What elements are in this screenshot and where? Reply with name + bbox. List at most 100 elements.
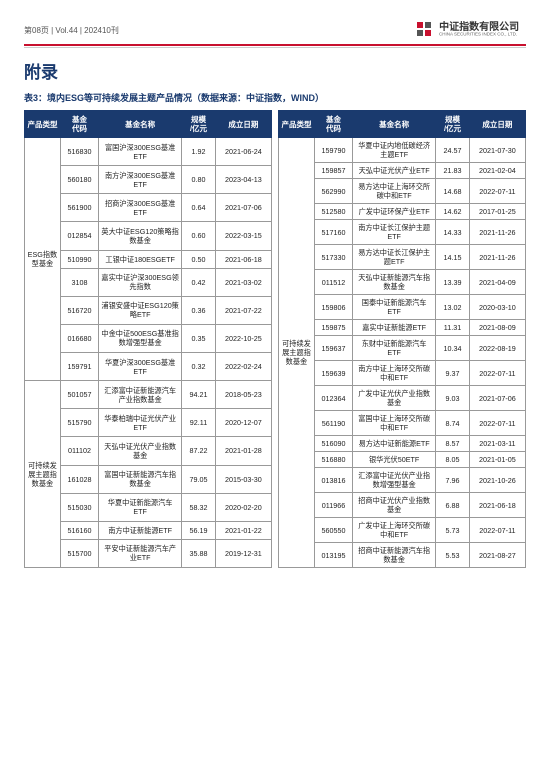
cell-date: 2015-03-30 xyxy=(215,465,271,493)
cell-code: 012364 xyxy=(314,386,352,411)
col-code: 基金代码 xyxy=(60,111,98,138)
table-row: 013816汇添富中证光伏产业指数增强型基金7.962021-10-26 xyxy=(279,468,526,493)
cell-date: 2021-08-09 xyxy=(469,320,525,336)
table-row: 可持续发展主题指数基金159790华夏中证内地低碳经济主题ETF24.57202… xyxy=(279,138,526,163)
table-row: 011102天弘中证光伏产业指数基金87.222021-01-28 xyxy=(25,437,272,465)
table-row: 159875嘉实中证新能源ETF11.312021-08-09 xyxy=(279,320,526,336)
cell-code: 515700 xyxy=(60,539,98,567)
cell-size: 21.83 xyxy=(436,163,470,179)
table-row: 012364广发中证光伏产业指数基金9.032021-07-06 xyxy=(279,386,526,411)
cell-size: 8.05 xyxy=(436,452,470,468)
page-header: 第08页 | Vol.44 | 202410刊 中证指数有限公司 CHINA S… xyxy=(24,22,526,42)
table-row: ESG指数型基金516830富国沪深300ESG基准ETF1.922021-06… xyxy=(25,138,272,166)
table-row: 562990易方达中证上海环交所碳中和ETF14.682022-07-11 xyxy=(279,179,526,204)
cell-date: 2022-03-15 xyxy=(215,222,271,250)
table-row: 516720浦银安盛中证ESG120策略ETF0.362021-07-22 xyxy=(25,296,272,324)
table-columns: 产品类型基金代码基金名称规模/亿元成立日期 ESG指数型基金516830富国沪深… xyxy=(24,110,526,568)
table-row: 012854英大中证ESG120策略指数基金0.602022-03-15 xyxy=(25,222,272,250)
cell-name: 招商中证光伏产业指数基金 xyxy=(353,493,436,518)
cell-size: 14.33 xyxy=(436,220,470,245)
cell-name: 广发中证光伏产业指数基金 xyxy=(353,386,436,411)
cell-size: 87.22 xyxy=(182,437,216,465)
cell-code: 510990 xyxy=(60,250,98,268)
col-type: 产品类型 xyxy=(25,111,61,138)
cell-code: 161028 xyxy=(60,465,98,493)
cell-size: 79.05 xyxy=(182,465,216,493)
cell-code: 012854 xyxy=(60,222,98,250)
cell-date: 2021-02-04 xyxy=(469,163,525,179)
table-row: 011966招商中证光伏产业指数基金6.882021-06-18 xyxy=(279,493,526,518)
cell-size: 0.60 xyxy=(182,222,216,250)
cell-name: 招商沪深300ESG基准ETF xyxy=(99,194,182,222)
table-row: 516880银华光伏50ETF8.052021-01-05 xyxy=(279,452,526,468)
cell-size: 0.36 xyxy=(182,296,216,324)
table-row: 512580广发中证环保产业ETF14.622017-01-25 xyxy=(279,204,526,220)
cell-category: ESG指数型基金 xyxy=(25,138,61,381)
cell-date: 2020-02-20 xyxy=(215,493,271,521)
table-row: 515700平安中证新能源汽车产业ETF35.882019-12-31 xyxy=(25,539,272,567)
cell-date: 2022-02-24 xyxy=(215,352,271,380)
cell-size: 56.19 xyxy=(182,521,216,539)
table-row: 3108嘉实中证沪深300ESG领先指数0.422021-03-02 xyxy=(25,268,272,296)
cell-name: 易方达中证新能源ETF xyxy=(353,436,436,452)
table-row: 016680中金中证500ESG基准指数增强型基金0.352022-10-25 xyxy=(25,324,272,352)
cell-name: 南方中证上海环交所碳中和ETF xyxy=(353,361,436,386)
cell-date: 2021-07-30 xyxy=(469,138,525,163)
cell-name: 天弘中证光伏产业ETF xyxy=(353,163,436,179)
cell-date: 2023-04-13 xyxy=(215,166,271,194)
cell-name: 汇添富中证光伏产业指数增强型基金 xyxy=(353,468,436,493)
table-row: 516160南方中证新能源ETF56.192021-01-22 xyxy=(25,521,272,539)
table-caption: 表3：境内ESG等可持续发展主题产品情况（数据来源：中证指数，WIND） xyxy=(24,91,526,104)
cell-name: 华夏中证新能源汽车ETF xyxy=(99,493,182,521)
table-row: 515030华夏中证新能源汽车ETF58.322020-02-20 xyxy=(25,493,272,521)
cell-code: 159791 xyxy=(60,352,98,380)
cell-date: 2021-07-06 xyxy=(215,194,271,222)
cell-name: 浦银安盛中证ESG120策略ETF xyxy=(99,296,182,324)
cell-date: 2017-01-25 xyxy=(469,204,525,220)
cell-name: 汇添富中证新能源汽车产业指数基金 xyxy=(99,381,182,409)
cell-name: 嘉实中证沪深300ESG领先指数 xyxy=(99,268,182,296)
logo-icon xyxy=(417,22,435,38)
cell-code: 517330 xyxy=(314,245,352,270)
cell-size: 1.92 xyxy=(182,138,216,166)
col-code: 基金代码 xyxy=(314,111,352,138)
cell-code: 516090 xyxy=(314,436,352,452)
cell-code: 516160 xyxy=(60,521,98,539)
cell-code: 159637 xyxy=(314,336,352,361)
col-name: 基金名称 xyxy=(99,111,182,138)
cell-size: 0.50 xyxy=(182,250,216,268)
cell-size: 0.64 xyxy=(182,194,216,222)
cell-size: 94.21 xyxy=(182,381,216,409)
header-rule xyxy=(24,44,526,48)
cell-name: 华泰柏瑞中证光伏产业ETF xyxy=(99,409,182,437)
cell-date: 2022-08-19 xyxy=(469,336,525,361)
cell-date: 2021-01-05 xyxy=(469,452,525,468)
table-row: 517330易方达中证长江保护主题ETF14.152021-11-26 xyxy=(279,245,526,270)
cell-name: 易方达中证上海环交所碳中和ETF xyxy=(353,179,436,204)
cell-name: 国泰中证新能源汽车ETF xyxy=(353,295,436,320)
table-row: 515790华泰柏瑞中证光伏产业ETF92.112020-12-07 xyxy=(25,409,272,437)
cell-name: 嘉实中证新能源ETF xyxy=(353,320,436,336)
cell-code: 517160 xyxy=(314,220,352,245)
table-row: 510990工银中证180ESGETF0.502021-06-18 xyxy=(25,250,272,268)
cell-date: 2022-07-11 xyxy=(469,361,525,386)
table-row: 161028富国中证新能源汽车指数基金79.052015-03-30 xyxy=(25,465,272,493)
cell-code: 011102 xyxy=(60,437,98,465)
cell-date: 2021-10-26 xyxy=(469,468,525,493)
cell-name: 南方中证新能源ETF xyxy=(99,521,182,539)
company-logo: 中证指数有限公司 CHINA SECURITIES INDEX CO., LTD… xyxy=(417,22,526,38)
col-size: 规模/亿元 xyxy=(182,111,216,138)
cell-name: 华夏沪深300ESG基准ETF xyxy=(99,352,182,380)
cell-name: 富国中证新能源汽车指数基金 xyxy=(99,465,182,493)
col-date: 成立日期 xyxy=(469,111,525,138)
cell-code: 159639 xyxy=(314,361,352,386)
cell-code: 159857 xyxy=(314,163,352,179)
cell-size: 11.31 xyxy=(436,320,470,336)
table-left: 产品类型基金代码基金名称规模/亿元成立日期 ESG指数型基金516830富国沪深… xyxy=(24,110,272,568)
cell-date: 2021-06-24 xyxy=(215,138,271,166)
cell-size: 13.39 xyxy=(436,270,470,295)
cell-date: 2020-03-10 xyxy=(469,295,525,320)
cell-date: 2021-11-26 xyxy=(469,220,525,245)
cell-date: 2021-06-18 xyxy=(469,493,525,518)
cell-size: 7.96 xyxy=(436,468,470,493)
